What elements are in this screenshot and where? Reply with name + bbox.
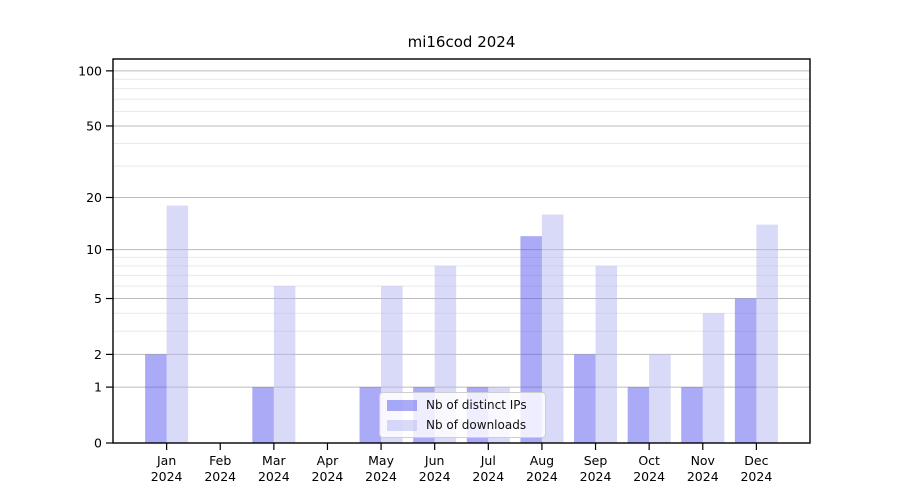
x-tick-label-month: Sep: [584, 453, 608, 468]
bar-downloads-sep: [595, 265, 618, 443]
y-tick-label: 100: [78, 63, 102, 78]
x-tick-label-year: 2024: [258, 469, 290, 484]
bar-downloads-oct: [649, 354, 671, 443]
x-tick-label-year: 2024: [472, 469, 504, 484]
y-tick-label: 1: [94, 380, 102, 395]
legend: Nb of distinct IPs Nb of downloads: [379, 392, 546, 438]
x-tick-label-month: Oct: [638, 453, 660, 468]
x-tick-label-year: 2024: [419, 469, 451, 484]
x-tick-label-year: 2024: [312, 469, 344, 484]
bar-distinct-ips-jan: [145, 354, 167, 443]
bar-downloads-mar: [273, 286, 296, 443]
legend-label-downloads: Nb of downloads: [426, 418, 527, 432]
x-tick-label-year: 2024: [687, 469, 719, 484]
legend-label-distinct-ips: Nb of distinct IPs: [426, 398, 527, 412]
x-tick-label-year: 2024: [204, 469, 236, 484]
x-tick-label-month: Dec: [744, 453, 768, 468]
x-tick-label-year: 2024: [740, 469, 772, 484]
legend-item-distinct-ips: Nb of distinct IPs: [387, 398, 536, 412]
y-tick-label: 10: [86, 242, 102, 257]
chart-title: mi16cod 2024: [407, 33, 516, 51]
x-tick-label-month: Mar: [262, 453, 286, 468]
axes-frame: [112, 58, 811, 444]
y-tick-label: 2: [94, 347, 102, 362]
y-tick-label: 5: [94, 291, 102, 306]
x-tick-label-month: Jun: [424, 453, 445, 468]
bar-distinct-ips-dec: [734, 298, 757, 443]
bar-distinct-ips-oct: [627, 387, 650, 443]
bar-downloads-aug: [541, 214, 564, 443]
bar-distinct-ips-may: [359, 387, 382, 443]
x-tick-label-year: 2024: [526, 469, 558, 484]
y-tick-label: 0: [94, 436, 102, 451]
x-tick-label-month: Aug: [530, 453, 554, 468]
x-tick-label-year: 2024: [633, 469, 665, 484]
bar-downloads-nov: [702, 313, 725, 443]
bar-downloads-jan: [166, 205, 189, 443]
x-tick-label-year: 2024: [580, 469, 612, 484]
x-tick-label-month: Nov: [691, 453, 716, 468]
legend-swatch-distinct-ips: [387, 399, 417, 411]
x-tick-label-month: May: [368, 453, 394, 468]
y-tick-label: 50: [86, 118, 102, 133]
legend-swatch-downloads: [387, 419, 417, 431]
x-tick-label-year: 2024: [365, 469, 397, 484]
y-tick-label: 20: [86, 190, 102, 205]
x-tick-label-month: Jul: [480, 453, 496, 468]
legend-item-downloads: Nb of downloads: [387, 418, 536, 432]
bar-distinct-ips-aug: [520, 236, 542, 443]
x-tick-label-year: 2024: [151, 469, 183, 484]
bar-distinct-ips-sep: [574, 354, 596, 443]
bar-downloads-dec: [756, 224, 778, 443]
x-tick-label-month: Feb: [209, 453, 231, 468]
x-tick-label-month: Jan: [156, 453, 176, 468]
x-tick-label-month: Apr: [317, 453, 339, 468]
bar-distinct-ips-nov: [681, 387, 703, 443]
bar-distinct-ips-mar: [252, 387, 274, 443]
